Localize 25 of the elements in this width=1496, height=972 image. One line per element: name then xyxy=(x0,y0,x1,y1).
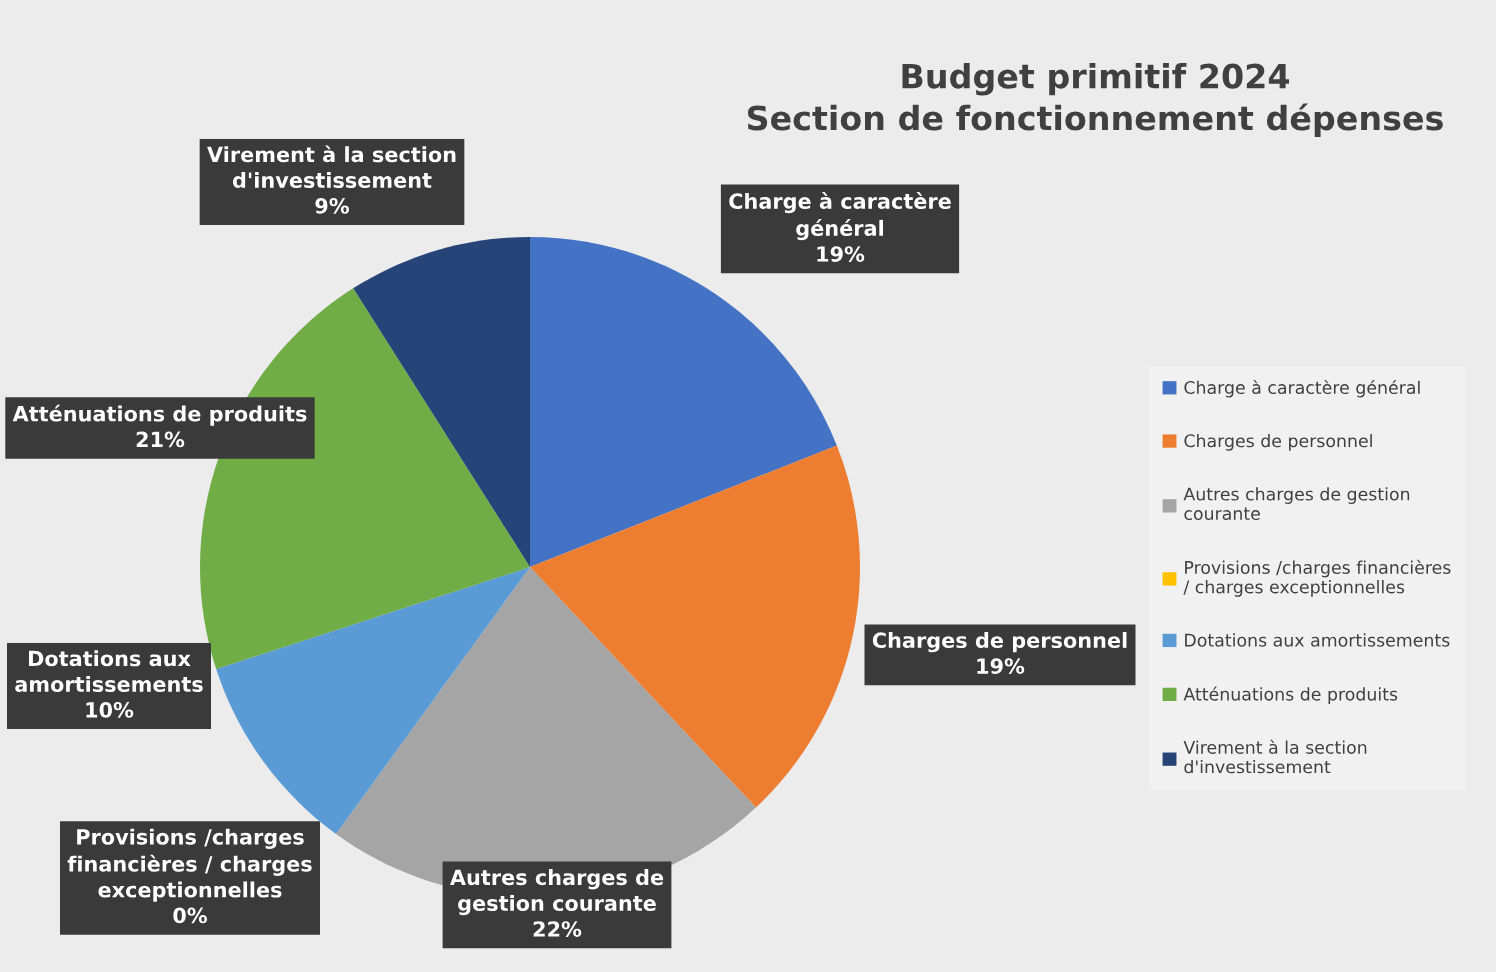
legend-label: Atténuations de produits xyxy=(1183,686,1398,705)
chart-title: Budget primitif 2024 Section de fonctionnement dépenses xyxy=(747,62,1443,138)
data-label: 21% xyxy=(136,431,185,448)
legend-label: Provisions /charges financières / charges exceptionnelles xyxy=(1183,559,1451,597)
legend-label: Dotations aux amortissements xyxy=(1185,633,1450,647)
legend-label: Charges de personnel xyxy=(1184,433,1372,451)
pie-slice xyxy=(530,445,860,808)
data-label: 19% xyxy=(817,246,865,262)
pie-slice xyxy=(353,237,530,567)
data-label: 9% xyxy=(315,197,350,214)
slice-label: Charges de personnel xyxy=(872,631,1127,653)
slice-label: Dotations aux amortissements xyxy=(15,650,203,693)
slice-label: Charge à caractère général xyxy=(729,192,951,241)
legend-label: Autres charges de gestion courante xyxy=(1183,487,1410,521)
legend-label: Virement à la section d'investissement xyxy=(1183,739,1367,774)
category-label: Provisions /charges financières / charges exceptionnelles xyxy=(67,828,312,902)
data-label: 22% xyxy=(533,921,582,937)
legend-label: Charge à caractère général xyxy=(1184,379,1420,398)
pie-slice xyxy=(200,288,530,669)
text: 0% xyxy=(173,907,208,924)
data-label: 19% xyxy=(977,658,1025,674)
slice-label: Autres charges de gestion courante xyxy=(449,869,664,916)
slice-label: Virement à la section d'investissement xyxy=(207,145,456,189)
data-label: 10% xyxy=(86,701,134,718)
slice-label: Atténuations de produits xyxy=(12,404,307,426)
